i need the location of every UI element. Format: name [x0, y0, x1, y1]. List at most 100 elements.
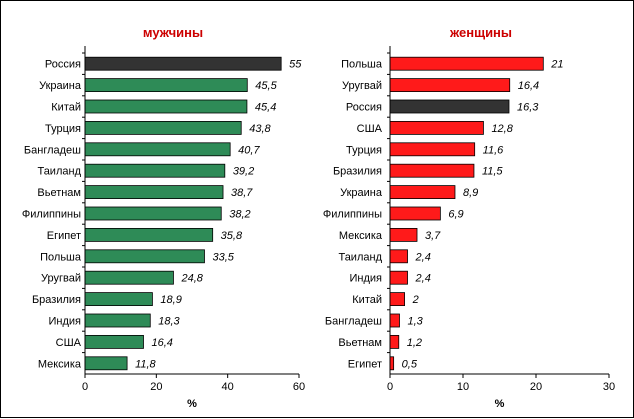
bar	[84, 56, 282, 71]
category-label: Вьетнам	[37, 187, 81, 199]
x-tick-label: 40	[222, 381, 234, 393]
bar	[389, 99, 510, 114]
category-label: Бразилия	[333, 166, 382, 178]
value-label: 33,5	[212, 251, 234, 263]
value-label: 43,8	[249, 123, 271, 135]
category-label: Вьетнам	[338, 337, 382, 349]
category-label: Египет	[47, 230, 81, 242]
bar	[84, 334, 144, 349]
bar	[389, 56, 544, 71]
value-label: 16,3	[517, 102, 539, 114]
value-label: 38,2	[229, 209, 250, 221]
bar	[84, 227, 214, 242]
value-label: 6,9	[448, 209, 463, 221]
x-tick-label: 20	[150, 381, 162, 393]
category-label: Бангладеш	[325, 316, 382, 328]
bar	[389, 227, 418, 242]
category-label: Мексика	[339, 230, 383, 242]
women-chart: женщины Польша 21 Уругвай 16,4 Россия 16,3 США 1…	[323, 25, 615, 410]
category-label: Китай	[352, 294, 382, 306]
x-tick-label: 0	[82, 381, 88, 393]
category-label: США	[56, 337, 82, 349]
category-label: Таиланд	[338, 251, 382, 263]
bar	[389, 313, 400, 328]
bar	[389, 292, 406, 307]
chart-title: мужчины	[143, 25, 203, 40]
category-label: Таиланд	[37, 166, 81, 178]
category-label: Турция	[346, 144, 382, 156]
category-label: Филиппины	[22, 209, 81, 221]
category-label: Индия	[48, 316, 81, 328]
value-label: 0,5	[402, 358, 418, 370]
value-label: 2,4	[415, 251, 431, 263]
category-label: Россия	[45, 59, 81, 71]
bar	[84, 121, 242, 135]
category-label: Бангладеш	[24, 144, 81, 156]
bar	[84, 99, 248, 114]
bar	[389, 270, 408, 285]
category-label: Китай	[51, 102, 81, 114]
bar	[389, 78, 511, 92]
bar	[84, 356, 128, 371]
category-label: Мексика	[38, 358, 82, 370]
value-label: 11,8	[135, 358, 156, 370]
x-tick-label: 30	[603, 381, 615, 393]
category-label: Польша	[341, 59, 383, 71]
bar	[84, 185, 224, 200]
chart-title: женщины	[449, 25, 512, 40]
bar	[389, 206, 441, 221]
value-label: 24,8	[180, 273, 203, 285]
value-label: 35,8	[221, 230, 243, 242]
bar	[84, 78, 248, 92]
bar	[389, 121, 484, 135]
value-label: 2,4	[415, 273, 431, 285]
bar	[84, 206, 222, 221]
value-label: 16,4	[151, 337, 172, 349]
value-label: 40,7	[238, 144, 260, 156]
bar	[84, 249, 205, 264]
category-label: Украина	[39, 80, 82, 92]
value-label: 1,3	[407, 316, 423, 328]
bar	[389, 334, 400, 349]
value-label: 11,6	[483, 144, 504, 156]
value-label: 3,7	[425, 230, 441, 242]
category-label: Филиппины	[323, 209, 382, 221]
category-label: Уругвай	[342, 80, 382, 92]
value-label: 45,4	[255, 102, 276, 114]
value-label: 21	[550, 59, 563, 71]
x-tick-label: 10	[457, 381, 469, 393]
bar	[84, 292, 153, 307]
bar	[389, 142, 476, 157]
x-tick-label: 0	[387, 381, 393, 393]
category-label: Россия	[346, 102, 382, 114]
value-label: 18,9	[160, 294, 181, 306]
value-label: 39,2	[233, 166, 254, 178]
bar	[389, 185, 456, 200]
x-tick-label: 60	[293, 381, 305, 393]
x-tick-label: 20	[530, 381, 542, 393]
bar	[389, 356, 395, 371]
value-label: 38,7	[231, 187, 253, 199]
value-label: 1,2	[407, 337, 422, 349]
value-label: 45,5	[255, 80, 277, 92]
category-label: Египет	[348, 358, 382, 370]
category-label: Индия	[349, 273, 382, 285]
value-label: 11,5	[482, 166, 503, 178]
category-label: Украина	[340, 187, 383, 199]
bar	[389, 163, 475, 178]
value-label: 16,4	[518, 80, 539, 92]
category-label: США	[357, 123, 383, 135]
value-label: 55	[289, 59, 302, 71]
category-label: Польша	[40, 251, 82, 263]
bar	[84, 270, 174, 285]
value-label: 12,8	[491, 123, 513, 135]
category-label: Бразилия	[32, 294, 81, 306]
category-label: Уругвай	[41, 273, 81, 285]
value-label: 2	[412, 294, 419, 306]
bar	[389, 249, 408, 264]
value-label: 18,3	[158, 316, 180, 328]
value-label: 8,9	[463, 187, 478, 199]
bar	[84, 313, 151, 328]
